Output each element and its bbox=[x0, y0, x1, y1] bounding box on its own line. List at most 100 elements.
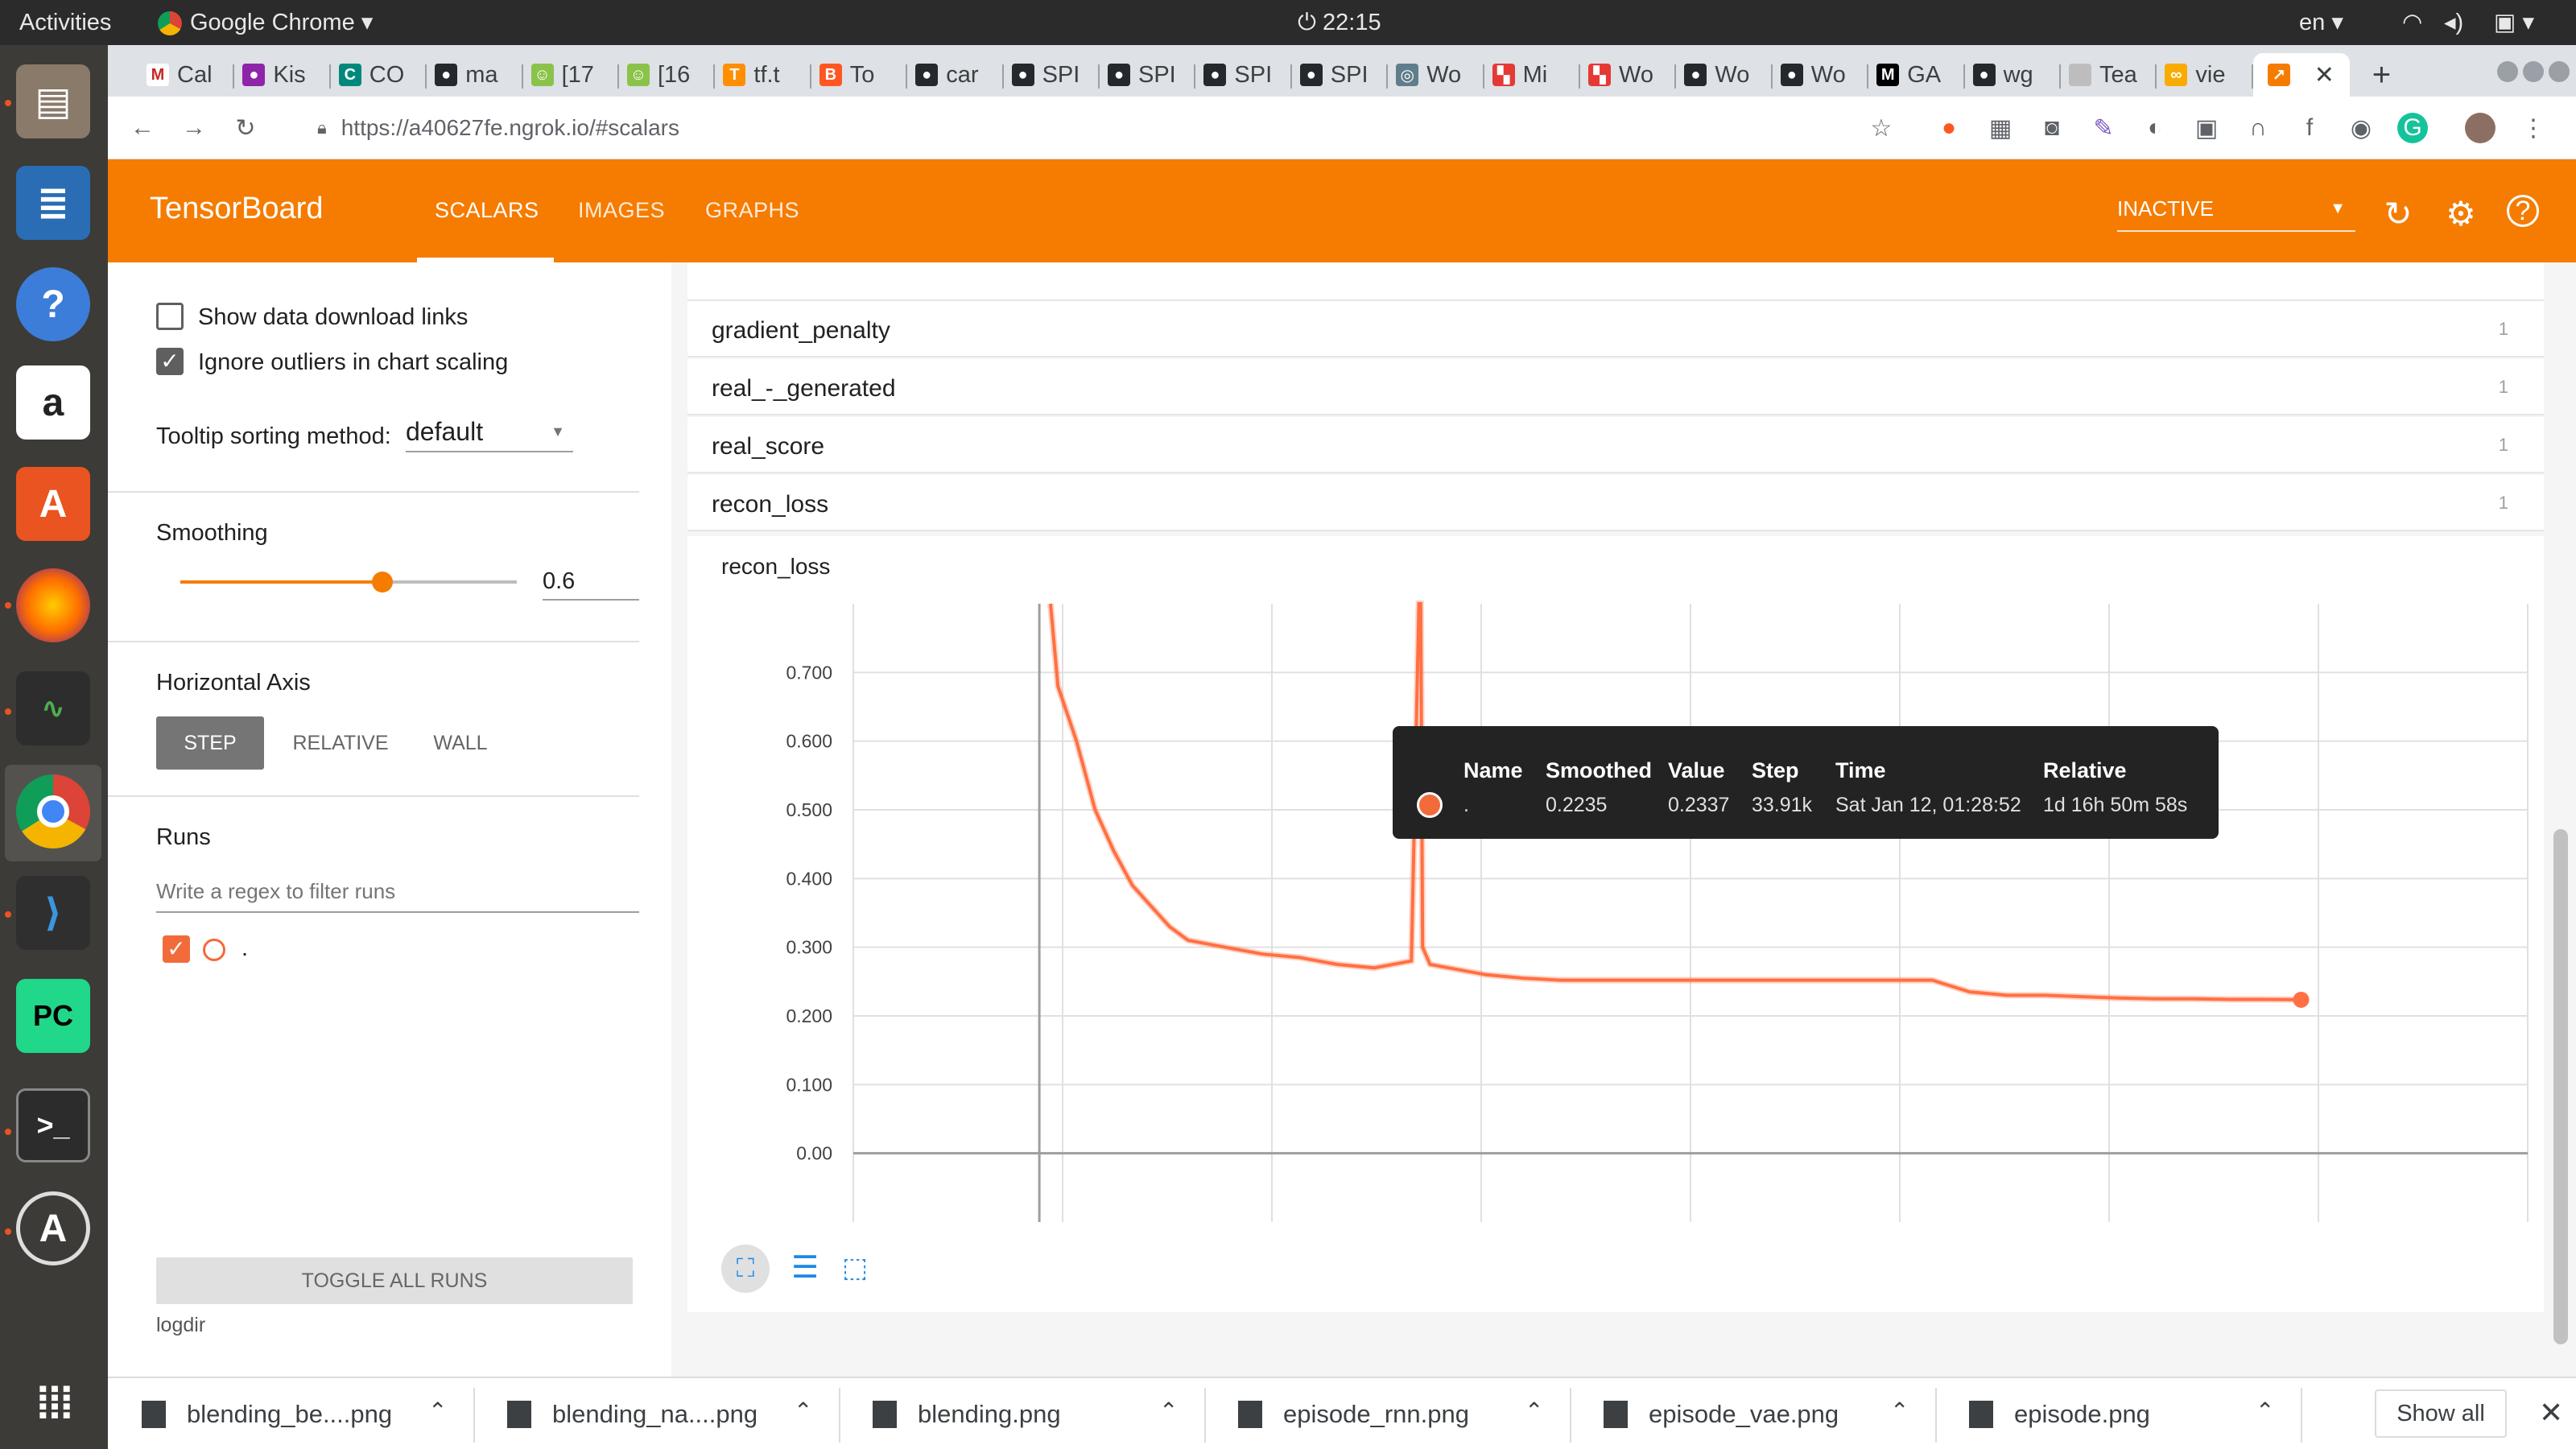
clock[interactable]: ⏻ 22:15 bbox=[1298, 10, 1381, 35]
address-bar[interactable]: 🔒︎ https://a40627fe.ngrok.io/#scalars bbox=[290, 105, 2061, 151]
fit-domain-icon[interactable]: ⬚ bbox=[841, 1253, 869, 1283]
axis-step-button[interactable]: STEP bbox=[156, 716, 264, 770]
forward-icon[interactable]: → bbox=[182, 114, 206, 141]
activities-button[interactable]: Activities bbox=[19, 10, 112, 35]
help-icon[interactable]: ? bbox=[2507, 195, 2539, 227]
extension-icon[interactable]: ● bbox=[1941, 114, 1957, 141]
minimize-window-icon[interactable] bbox=[2497, 61, 2518, 82]
browser-tab[interactable]: ☺ [17 bbox=[530, 53, 611, 97]
browser-tab[interactable]: ∞ vie bbox=[2165, 53, 2244, 97]
chevron-up-icon[interactable]: ⌃ bbox=[794, 1398, 813, 1423]
chevron-up-icon[interactable]: ⌃ bbox=[1525, 1398, 1544, 1423]
back-icon[interactable]: ← bbox=[130, 114, 155, 141]
toggle-all-runs-button[interactable]: TOGGLE ALL RUNS bbox=[156, 1257, 633, 1304]
browser-tab[interactable]: ● SPI bbox=[1203, 53, 1283, 97]
close-window-icon[interactable] bbox=[2549, 61, 2570, 82]
extension-icon[interactable]: ∩ bbox=[2249, 114, 2267, 141]
app-menu[interactable]: Google Chrome ▾ bbox=[158, 0, 373, 45]
updater-icon[interactable]: A bbox=[16, 1191, 90, 1265]
browser-tab[interactable]: M Cal bbox=[147, 53, 226, 97]
browser-tab[interactable]: ● SPI bbox=[1299, 53, 1380, 97]
terminal-icon[interactable]: >_ bbox=[16, 1088, 90, 1162]
system-monitor-icon[interactable]: ∿ bbox=[16, 671, 90, 745]
category-row[interactable]: recon_loss 1 bbox=[687, 475, 2544, 531]
close-tab-icon[interactable]: ✕ bbox=[2314, 61, 2334, 89]
chevron-up-icon[interactable]: ⌃ bbox=[1159, 1398, 1179, 1423]
chevron-up-icon[interactable]: ⌃ bbox=[1890, 1398, 1909, 1423]
browser-tab[interactable]: ● Kis bbox=[242, 53, 322, 97]
chevron-up-icon[interactable]: ⌃ bbox=[428, 1398, 448, 1423]
browser-tab[interactable]: ☺ [16 bbox=[627, 53, 707, 97]
amazon-icon[interactable]: a bbox=[16, 365, 90, 440]
browser-tab[interactable]: ● car bbox=[915, 53, 995, 97]
chrome-menu-icon[interactable]: ⋮ bbox=[2521, 114, 2545, 142]
chrome-icon[interactable] bbox=[16, 774, 90, 848]
download-item[interactable]: blending.png bbox=[873, 1378, 1061, 1449]
browser-tab[interactable]: ● Wo bbox=[1684, 53, 1764, 97]
camera-extension-icon[interactable]: ◙ bbox=[2044, 114, 2060, 141]
refresh-icon[interactable]: ↻ bbox=[2384, 194, 2413, 233]
browser-tab[interactable]: ● ma bbox=[435, 53, 514, 97]
software-center-icon[interactable]: A bbox=[16, 467, 90, 541]
toggle-log-scale-icon[interactable]: ☰ bbox=[791, 1251, 819, 1285]
extension-icon[interactable]: ◉ bbox=[2350, 114, 2372, 142]
chevron-up-icon[interactable]: ⌃ bbox=[2256, 1398, 2275, 1423]
new-tab-icon[interactable]: + bbox=[2372, 56, 2392, 93]
tab-graphs[interactable]: GRAPHS bbox=[705, 198, 800, 222]
category-row[interactable]: real_-_generated 1 bbox=[687, 359, 2544, 415]
help-icon[interactable]: ? bbox=[16, 267, 90, 341]
maximize-window-icon[interactable] bbox=[2523, 61, 2544, 82]
writer-icon[interactable]: ≣ bbox=[16, 166, 90, 240]
bookmark-star-icon[interactable]: ☆ bbox=[1870, 114, 1893, 142]
wifi-icon[interactable]: ◠ bbox=[2402, 10, 2423, 35]
pycharm-icon[interactable]: PC bbox=[16, 979, 90, 1053]
pen-extension-icon[interactable]: ✎ bbox=[2093, 114, 2114, 142]
browser-tab[interactable]: ● wg bbox=[1972, 53, 2053, 97]
tab-images[interactable]: IMAGES bbox=[578, 198, 666, 222]
browser-tab[interactable]: ● SPI bbox=[1108, 53, 1187, 97]
browser-tab[interactable]: C CO bbox=[338, 53, 419, 97]
smoothing-slider-knob[interactable] bbox=[371, 572, 393, 592]
axis-wall-button[interactable]: WALL bbox=[433, 732, 488, 754]
close-downloads-icon[interactable]: ✕ bbox=[2539, 1396, 2564, 1429]
browser-tab[interactable]: ● SPI bbox=[1011, 53, 1092, 97]
show-all-downloads-button[interactable]: Show all bbox=[2375, 1389, 2507, 1438]
reload-icon[interactable]: ↻ bbox=[235, 114, 256, 142]
browser-tab[interactable]: ● Wo bbox=[1780, 53, 1860, 97]
smoothing-input[interactable]: 0.6 bbox=[543, 559, 639, 601]
plugin-selector[interactable]: INACTIVE ▼ bbox=[2117, 196, 2355, 232]
scalar-chart[interactable]: 0.700 0.600 0.500 0.400 0.300 0.200 0.100 0.00 bbox=[687, 536, 2544, 1228]
browser-tab[interactable]: ▚ Mi bbox=[1492, 53, 1572, 97]
run-checkbox[interactable]: ✓ bbox=[163, 935, 190, 963]
download-item[interactable]: episode_vae.png bbox=[1604, 1378, 1839, 1449]
page-scrollbar[interactable] bbox=[2553, 829, 2568, 1344]
download-item[interactable]: episode.png bbox=[1969, 1378, 2150, 1449]
show-apps-icon[interactable]: ⁞⁞⁞ bbox=[35, 1377, 74, 1428]
volume-icon[interactable]: ◂) bbox=[2444, 10, 2464, 35]
category-row[interactable]: real_score 1 bbox=[687, 417, 2544, 473]
vscode-icon[interactable]: ⟩ bbox=[16, 876, 90, 950]
download-item[interactable]: episode_rnn.png bbox=[1238, 1378, 1469, 1449]
power-icon[interactable]: ▣ ▾ bbox=[2494, 10, 2535, 35]
browser-tab[interactable]: B To bbox=[819, 53, 899, 97]
firefox-icon[interactable] bbox=[16, 568, 90, 642]
profile-avatar[interactable] bbox=[2465, 113, 2496, 143]
runs-filter-input[interactable] bbox=[156, 871, 639, 913]
tooltip-sorting-dropdown[interactable]: default ▼ bbox=[406, 412, 573, 452]
tab-scalars[interactable]: SCALARS bbox=[435, 198, 539, 222]
show-download-links-checkbox[interactable] bbox=[156, 303, 184, 330]
browser-tab[interactable]: Tea bbox=[2069, 53, 2149, 97]
extension-icon[interactable]: ◐ bbox=[2147, 114, 2163, 141]
download-item[interactable]: blending_na....png bbox=[507, 1378, 758, 1449]
browser-tab[interactable]: ▚ Wo bbox=[1588, 53, 1668, 97]
language-selector[interactable]: en ▾ bbox=[2299, 10, 2343, 35]
browser-tab[interactable]: M GA bbox=[1876, 53, 1956, 97]
extension-icon[interactable]: ▦ bbox=[1988, 114, 2013, 142]
facebook-extension-icon[interactable]: f bbox=[2306, 114, 2314, 141]
ignore-outliers-checkbox[interactable]: ✓ bbox=[156, 348, 184, 375]
axis-relative-button[interactable]: RELATIVE bbox=[292, 732, 389, 754]
smoothing-slider[interactable] bbox=[180, 570, 517, 594]
download-item[interactable]: blending_be....png bbox=[142, 1378, 392, 1449]
active-browser-tab[interactable]: ↗ ✕ bbox=[2252, 53, 2350, 97]
